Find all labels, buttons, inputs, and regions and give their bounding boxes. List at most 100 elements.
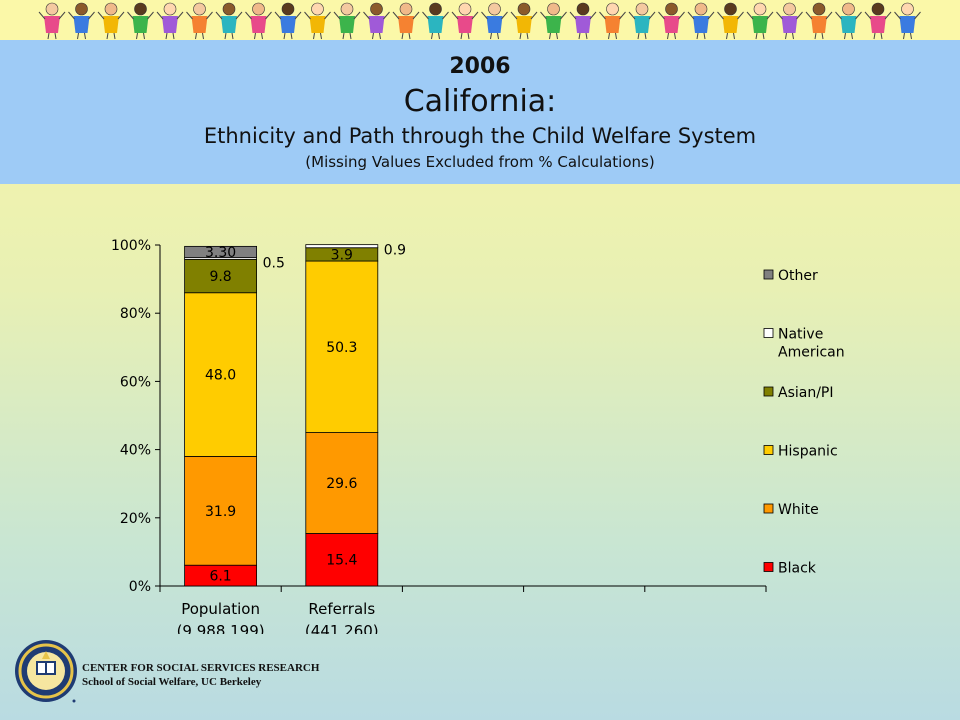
child-head (694, 2, 708, 16)
child-body (368, 16, 385, 33)
child-arm (186, 11, 193, 20)
child-leg (77, 32, 79, 40)
child-leg (136, 32, 138, 40)
child-head (901, 2, 914, 16)
data-label: 29.6 (326, 476, 357, 492)
child-arm (353, 11, 361, 20)
child-body (73, 16, 90, 33)
child-figure (805, 2, 833, 40)
child-leg (873, 32, 876, 40)
data-label: 0.9 (384, 243, 406, 259)
child-figure (658, 2, 685, 40)
child-body (221, 16, 237, 33)
child-arm (825, 11, 833, 20)
child-body (693, 16, 709, 33)
legend-label: Other (778, 268, 818, 284)
child-figure (510, 2, 538, 40)
child-leg (880, 32, 883, 40)
child-arm (599, 11, 606, 20)
child-leg (585, 32, 588, 40)
child-leg (792, 32, 794, 40)
title-state: California: (403, 84, 557, 119)
child-arm (894, 11, 901, 20)
child-figure (392, 2, 420, 40)
child-leg (283, 32, 286, 40)
child-leg (733, 32, 735, 40)
child-body (663, 16, 680, 33)
legend-label: Black (778, 561, 817, 577)
bar-segment-hispanic (184, 292, 258, 457)
child-arm (855, 11, 862, 20)
footer-org: CENTER FOR SOCIAL SERVICES RESEARCH (82, 662, 320, 674)
child-arm (235, 11, 243, 20)
child-arm (392, 11, 400, 20)
y-tick-label: 20% (120, 511, 151, 527)
uc-berkeley-seal-icon (15, 640, 77, 703)
child-leg (844, 32, 846, 40)
child-arm (746, 11, 754, 20)
child-body (162, 16, 178, 33)
child-head (753, 2, 767, 16)
child-arm (805, 11, 813, 20)
child-body (280, 16, 296, 33)
child-leg (54, 32, 57, 40)
child-leg (903, 32, 905, 40)
child-leg (254, 32, 256, 40)
child-leg (231, 32, 234, 40)
child-leg (401, 32, 404, 40)
child-head (458, 2, 472, 16)
child-figure (68, 2, 95, 40)
child-arm (914, 11, 921, 20)
child-arm (88, 11, 95, 20)
child-arm (451, 11, 459, 20)
child-head (635, 2, 649, 16)
child-figure (628, 2, 656, 40)
child-arm (776, 11, 783, 20)
child-arm (363, 11, 370, 20)
child-figure (717, 2, 744, 40)
child-figure (776, 2, 803, 40)
child-leg (785, 32, 787, 40)
child-leg (261, 32, 263, 40)
child-leg (372, 32, 374, 40)
title-note: (Missing Values Excluded from % Calculat… (305, 153, 655, 171)
data-label: 3.30 (205, 245, 236, 261)
child-leg (202, 32, 204, 40)
child-head (724, 2, 737, 16)
child-head (399, 2, 413, 16)
child-leg (644, 32, 647, 40)
child-figure (304, 2, 331, 40)
child-head (517, 2, 531, 16)
child-body (722, 16, 739, 33)
child-arm (540, 11, 547, 20)
child-arm (530, 11, 538, 20)
y-tick-label: 60% (120, 374, 151, 390)
title-year: 2006 (449, 54, 511, 79)
child-figure (127, 2, 154, 40)
child-leg (379, 32, 381, 40)
child-body (191, 16, 208, 33)
child-arm (766, 11, 774, 20)
child-leg (549, 32, 551, 40)
child-leg (313, 32, 315, 40)
child-arm (97, 11, 105, 20)
child-arm (717, 11, 724, 20)
child-body (309, 16, 326, 33)
child-figure (746, 2, 774, 40)
x-category-label: Referrals (308, 600, 375, 618)
stacked-bar-chart: 0% 20% 40% 60% 80% 100% Population (9,988,199) R… (111, 238, 845, 634)
bar-segment-white (305, 432, 379, 534)
child-figure (245, 2, 272, 40)
child-leg (408, 32, 411, 40)
child-arm (58, 11, 66, 20)
child-head (842, 2, 855, 16)
child-figure (540, 2, 567, 40)
child-head (783, 2, 796, 16)
child-arm (422, 11, 429, 20)
child-arm (678, 11, 685, 20)
child-head (606, 2, 619, 16)
child-figure (835, 2, 862, 40)
child-body (103, 16, 119, 33)
child-body (545, 16, 562, 33)
child-leg (526, 32, 529, 40)
